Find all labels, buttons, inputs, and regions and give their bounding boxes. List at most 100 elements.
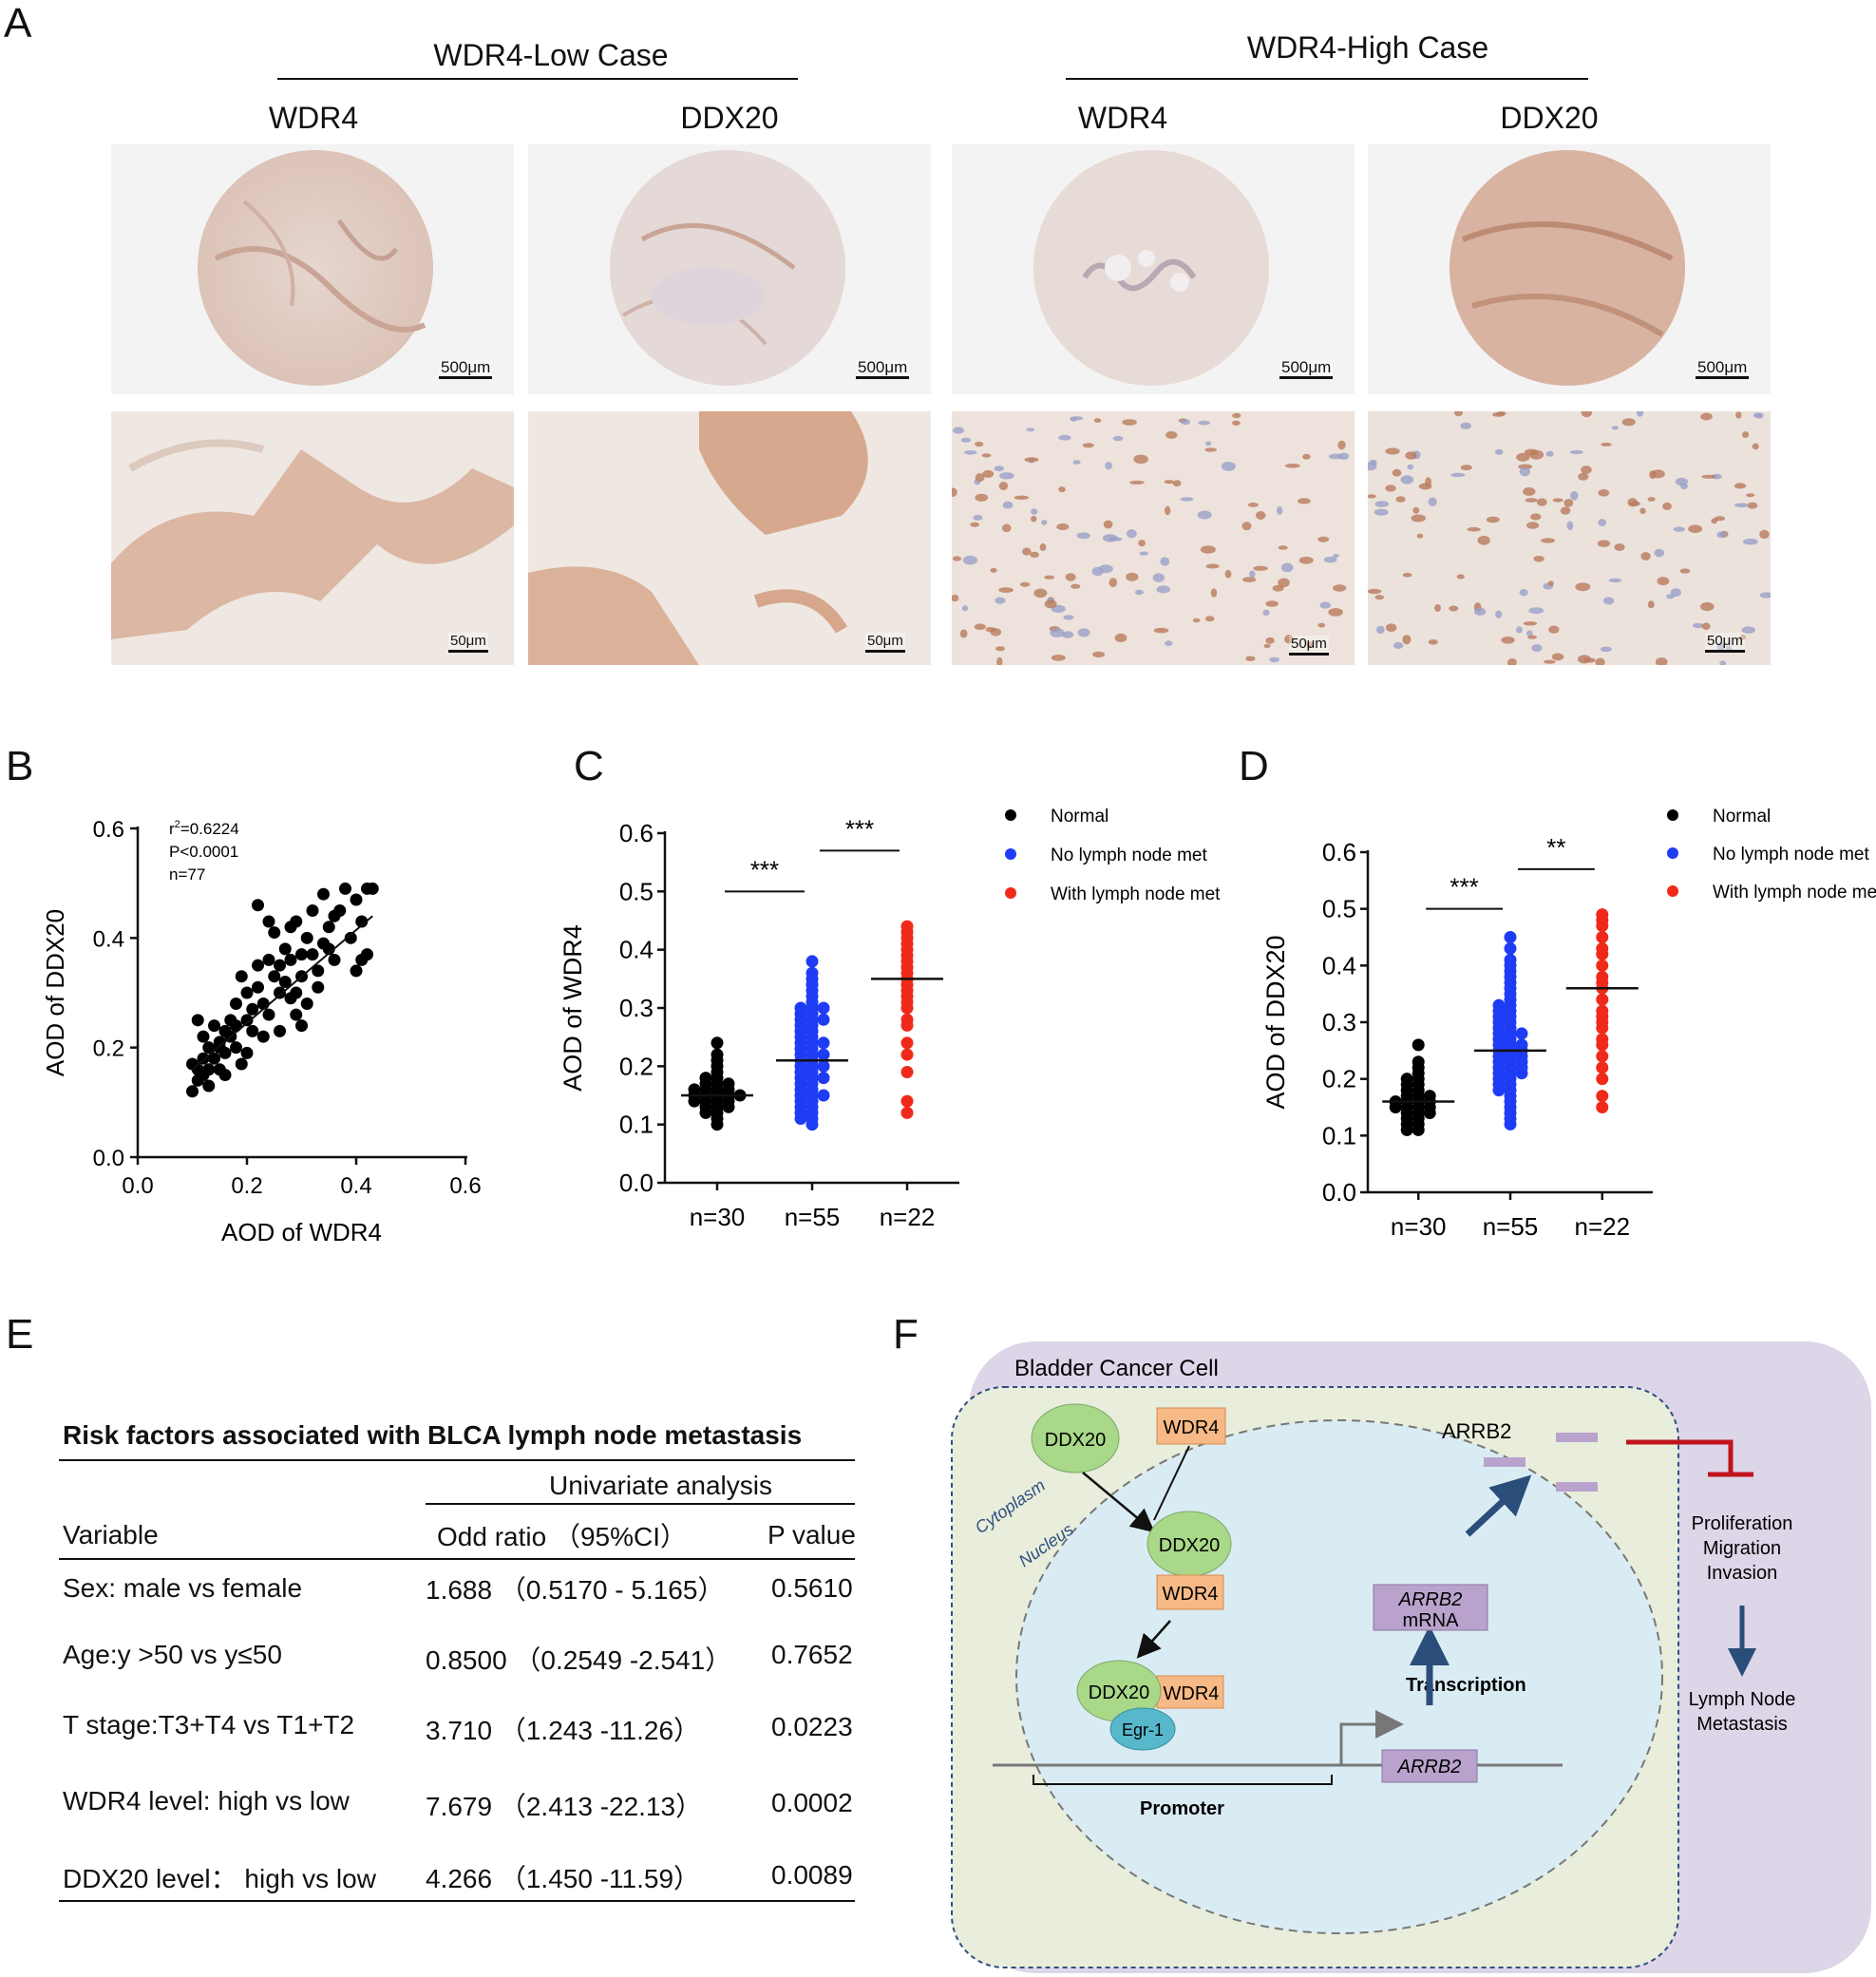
nucleus-stain: [1405, 451, 1417, 460]
nucleus-stain: [1611, 426, 1619, 430]
significance-label: **: [1546, 833, 1565, 862]
nucleus-stain: [1552, 498, 1563, 503]
nucleus-stain: [1033, 588, 1048, 599]
x-tick-label: n=30: [690, 1203, 746, 1231]
nucleus-stain: [1526, 522, 1540, 529]
nucleus-stain: [970, 522, 979, 527]
nucleus-stain: [1701, 474, 1716, 479]
data-point: [240, 1014, 254, 1027]
arrb2-mrna: [1373, 1584, 1488, 1631]
nucleus-stain: [1545, 450, 1554, 457]
nucleus-stain: [1126, 572, 1139, 581]
transcription-label: Transcription: [1406, 1675, 1526, 1696]
nucleus-stain: [1031, 508, 1038, 515]
promoter-label: Promoter: [1140, 1798, 1224, 1819]
table-col-odds: Odd ratio （95%CI）: [437, 1522, 687, 1551]
nucleus-stain: [1741, 626, 1756, 634]
scale-bar-500um: 500μm: [1696, 359, 1750, 379]
nucleus-stain: [1601, 646, 1612, 653]
nucleus-stain: [1531, 644, 1543, 653]
nucleus-stain: [1001, 523, 1012, 533]
nucleus-stain: [1192, 618, 1201, 623]
nucleus-stain: [1602, 597, 1615, 605]
data-point: [202, 1063, 216, 1076]
legend-label: Normal: [1713, 807, 1771, 827]
mechanism-diagram: Bladder Cancer Cell Cytoplasm Nucleus DD…: [951, 1341, 1871, 1973]
nucleus-stain: [1719, 660, 1727, 665]
nucleus-stain: [1647, 600, 1655, 609]
outcome-line2: Metastasis: [1696, 1714, 1788, 1735]
nucleus-stain: [1474, 607, 1487, 616]
arrb2-protein-bar: [1556, 1482, 1598, 1492]
nucleus-stain: [1082, 443, 1094, 448]
data-point: [306, 904, 319, 917]
nucleus-stain: [1657, 577, 1670, 586]
nucleus-stain: [1103, 520, 1113, 529]
nucleus-stain: [1428, 497, 1437, 506]
data-point: [1400, 1073, 1413, 1086]
complex-arrow: [1136, 1620, 1171, 1659]
nucleus-stain: [1548, 625, 1560, 634]
nucleus-stain: [1519, 589, 1528, 597]
data-point: [1412, 1055, 1425, 1069]
nucleus-stain: [1072, 460, 1081, 465]
nucleus-stain: [1402, 573, 1412, 578]
data-point: [1596, 1073, 1609, 1086]
micrograph-core-ddx20-high: 500μm: [1368, 144, 1771, 394]
nucleus-stain: [990, 567, 997, 573]
nucleus-stain: [1742, 431, 1750, 438]
nucleus-stain: [1139, 551, 1148, 556]
inhibition-arrow: [1626, 1439, 1734, 1473]
wdr4-protein: [1156, 1407, 1226, 1445]
nucleus-stain: [1450, 472, 1466, 478]
y-tick-label: 0.2: [619, 1052, 654, 1080]
nucleus-stain: [1402, 635, 1412, 645]
data-point: [328, 953, 341, 966]
legend-marker: [1667, 809, 1678, 821]
data-point: [262, 1008, 275, 1021]
data-point: [278, 942, 292, 956]
nucleus-stain: [1198, 420, 1211, 426]
nucleus-stain: [1385, 485, 1396, 492]
data-point: [218, 1069, 232, 1081]
nucleus-stain: [1302, 453, 1311, 460]
y-tick-label: 0.5: [1322, 895, 1356, 923]
nucleus-stain: [1566, 521, 1574, 531]
nucleus-stain: [1160, 557, 1170, 566]
data-point: [722, 1077, 735, 1091]
panel-label-d: D: [1239, 743, 1269, 789]
panel-label-b: B: [6, 743, 34, 789]
data-point: [711, 1036, 724, 1050]
table-cell-variable: T stage:T3+T4 vs T1+T2: [63, 1710, 355, 1739]
group-header-low: WDR4-Low Case: [433, 38, 669, 72]
y-tick-label: 0.3: [1322, 1008, 1356, 1036]
nucleus-stain: [1753, 412, 1762, 418]
nucleus-stain: [1533, 555, 1544, 562]
nucleus-stain: [1597, 540, 1611, 547]
nucleus-stain: [1598, 519, 1606, 526]
data-point: [300, 998, 313, 1011]
data-point: [290, 986, 303, 999]
nucleus-stain: [1526, 630, 1533, 637]
nucleus-stain: [1578, 655, 1591, 664]
data-point: [339, 882, 351, 895]
panel-label-f: F: [893, 1311, 919, 1358]
promoter-bracket: [1033, 1775, 1333, 1785]
annotation-n: n=77: [169, 865, 205, 884]
nucleus-stain: [1127, 529, 1137, 539]
nucleus-stain: [975, 441, 984, 447]
svg-text:mRNA: mRNA: [1403, 1610, 1460, 1631]
nucleus-stain: [1221, 462, 1236, 471]
nucleus-stain: [1460, 465, 1472, 471]
nucleus-stain: [1065, 573, 1076, 581]
data-point: [256, 1030, 270, 1043]
table-col-p: P value: [767, 1520, 856, 1549]
nucleus-stain: [1276, 506, 1283, 515]
y-tick-label: 0.1: [1322, 1121, 1356, 1150]
nucleus-stain: [1495, 610, 1503, 618]
column-header-ddx20-high: DDX20: [1500, 101, 1599, 135]
significance-label: ***: [1450, 873, 1478, 902]
nucleus-stain: [1204, 616, 1215, 622]
data-point: [1596, 993, 1609, 1006]
data-point: [1596, 959, 1609, 972]
